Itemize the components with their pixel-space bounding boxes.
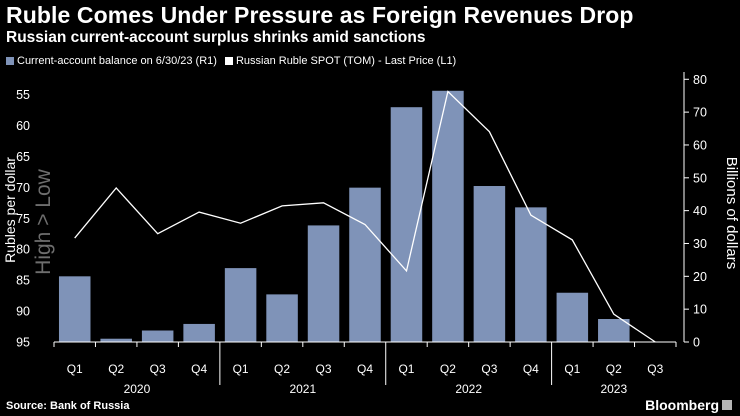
left-tick-label-65: 65 [16,150,30,164]
x-quarter-label-2: Q3 [150,362,166,376]
x-quarter-label-4: Q1 [233,362,249,376]
source-note: Source: Bank of Russia [6,400,130,412]
bar-6 [307,225,340,342]
right-tick-label-70: 70 [693,106,707,120]
chart-subtitle: Russian current-account surplus shrinks … [6,29,426,46]
right-tick-label-20: 20 [693,270,707,284]
brand-name: Bloomberg [645,397,719,413]
legend-label-bar: Current-account balance on 6/30/23 (R1) [17,55,217,67]
bar-2 [141,330,174,342]
x-quarter-label-9: Q2 [440,362,456,376]
left-axis-watermark: High > Low [32,168,55,274]
right-tick-label-10: 10 [693,303,707,317]
bar-3 [183,323,215,342]
left-tick-label-70: 70 [16,181,30,195]
bar-4 [224,268,257,342]
legend-item-line: Russian Ruble SPOT (TOM) - Last Price (L… [224,55,457,67]
right-tick-label-0: 0 [693,336,700,350]
legend-item-bar: Current-account balance on 6/30/23 (R1) [6,55,217,67]
left-axis-title: Rubles per dollar [2,157,18,263]
x-quarter-label-12: Q1 [564,362,580,376]
bar-7 [349,187,381,342]
x-year-label-2021: 2021 [289,382,316,396]
bar-1 [100,338,132,342]
bar-11 [515,207,547,342]
bar-9 [432,90,464,343]
x-quarter-label-5: Q2 [274,362,290,376]
right-tick-label-80: 80 [693,73,707,87]
x-quarter-label-0: Q1 [67,362,83,376]
brand-logo: Bloomberg [645,397,732,413]
bar-13 [598,319,630,342]
left-tick-label-80: 80 [16,243,30,257]
brand-badge-icon [722,400,732,410]
x-quarter-label-14: Q3 [647,362,663,376]
right-tick-label-60: 60 [693,138,707,152]
left-tick-label-90: 90 [16,305,30,319]
x-quarter-label-3: Q4 [191,362,207,376]
left-tick-label-55: 55 [16,88,30,102]
legend-swatch-line [224,57,233,65]
bar-10 [473,186,506,342]
bar-12 [556,292,589,342]
x-quarter-label-8: Q1 [398,362,414,376]
x-quarter-label-11: Q4 [523,362,539,376]
legend-swatch-bar [6,57,14,65]
right-tick-label-50: 50 [693,171,707,185]
chart-title: Ruble Comes Under Pressure as Foreign Re… [6,2,634,28]
x-quarter-label-13: Q2 [606,362,622,376]
x-quarter-label-10: Q3 [481,362,497,376]
left-tick-label-95: 95 [16,336,30,350]
left-tick-label-75: 75 [16,212,30,226]
left-tick-label-85: 85 [16,274,30,288]
bar-5 [266,294,298,342]
x-quarter-label-7: Q4 [357,362,373,376]
right-tick-label-40: 40 [693,204,707,218]
x-year-label-2023: 2023 [600,382,627,396]
legend-label-line: Russian Ruble SPOT (TOM) - Last Price (L… [235,55,457,67]
ruble-line [74,90,656,343]
right-axis-title: Billions of dollars [723,157,740,270]
bar-0 [58,276,91,342]
right-tick-label-30: 30 [693,237,707,251]
x-quarter-label-1: Q2 [108,362,124,376]
x-quarter-label-6: Q3 [316,362,332,376]
x-year-label-2022: 2022 [455,382,482,396]
x-year-label-2020: 2020 [124,382,151,396]
left-tick-label-60: 60 [16,119,30,133]
legend: Current-account balance on 6/30/23 (R1) … [6,55,464,67]
